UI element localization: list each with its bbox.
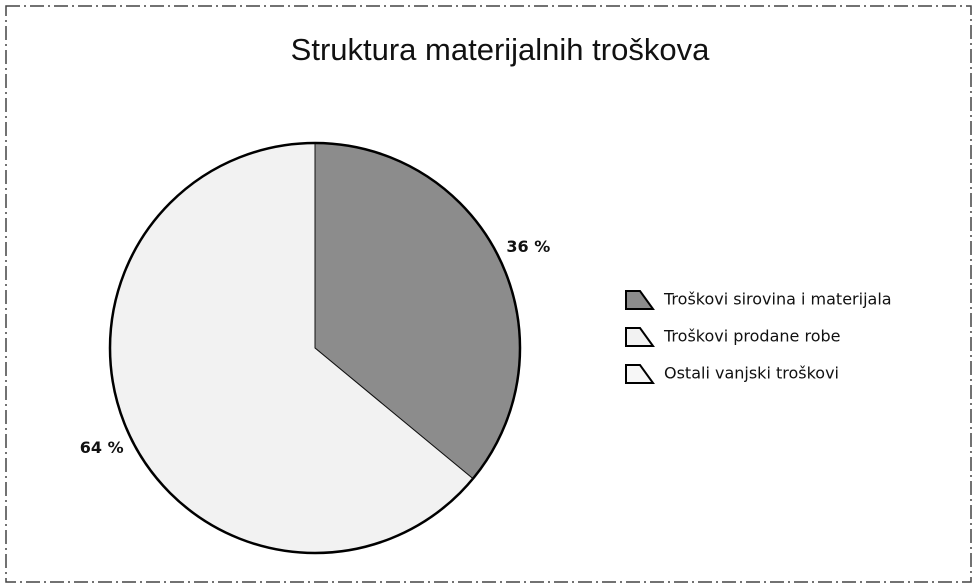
legend-swatch (625, 327, 655, 347)
legend-label: Ostali vanjski troškovi (664, 364, 839, 383)
data-label: 64 % (80, 438, 124, 457)
legend-swatch (625, 364, 655, 384)
chart-title: Struktura materijalnih troškova (291, 32, 710, 67)
legend-label: Troškovi prodane robe (663, 327, 840, 346)
legend-label: Troškovi sirovina i materijala (663, 290, 892, 309)
pie-outline (108, 141, 522, 555)
legend-swatch (625, 290, 655, 310)
data-label: 36 % (506, 237, 550, 256)
